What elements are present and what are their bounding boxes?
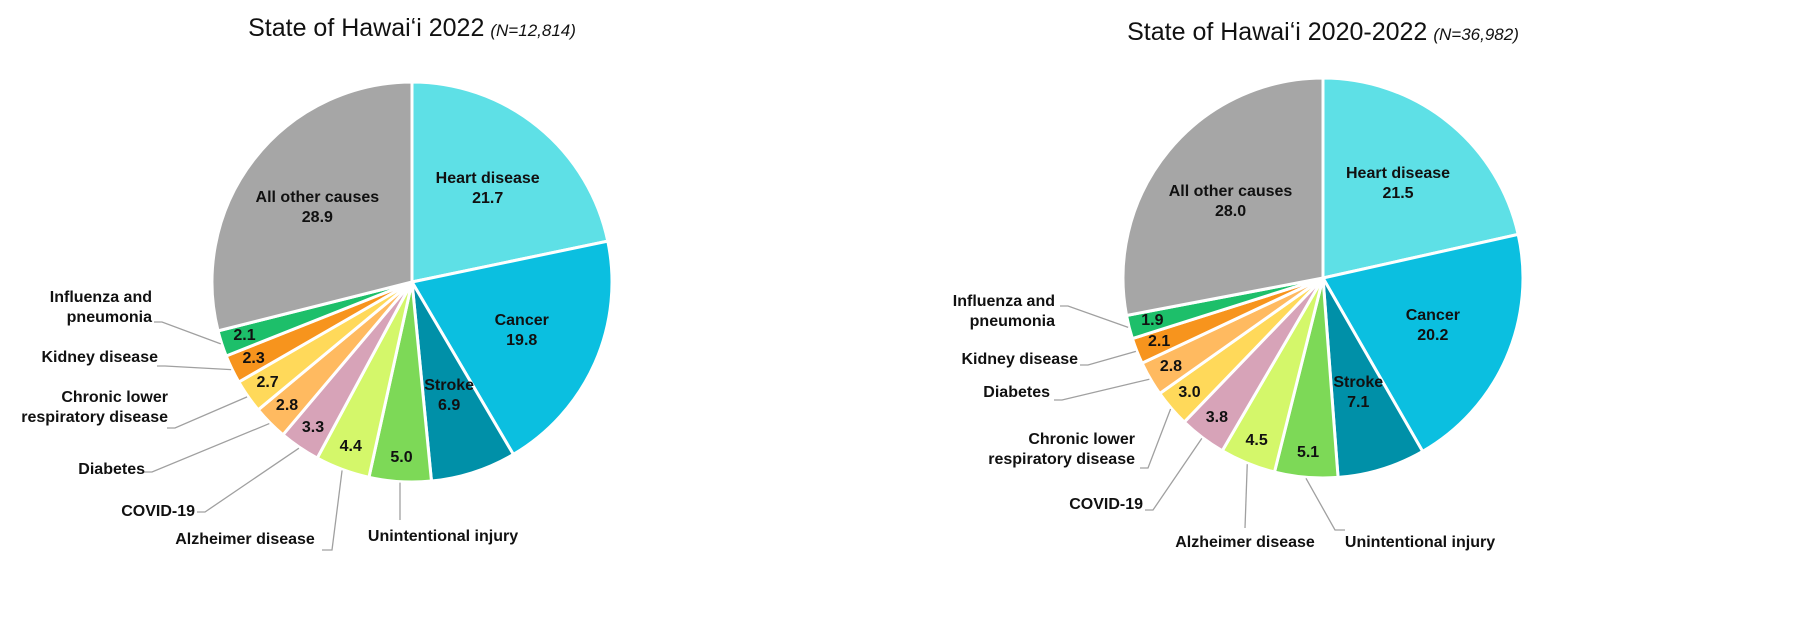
value-label: 28.9 (301, 209, 333, 227)
slice-label: All other causes 28.0 (1169, 182, 1293, 222)
value-label: 2.7 (256, 373, 279, 391)
value-label: 6.9 (437, 397, 461, 415)
value-label: 3.0 (1178, 383, 1201, 401)
value-label: 2.1 (233, 327, 256, 345)
value-label: 7.1 (1347, 393, 1370, 411)
pie-slice (1320, 232, 1525, 454)
slice-label: Stroke 7.1 (1333, 373, 1383, 413)
category-label: Influenza and pneumonia (952, 293, 1055, 330)
slice-label: Cancer 19.8 (495, 311, 549, 351)
value-label: 2.8 (1159, 357, 1183, 375)
leader-line (1080, 350, 1137, 366)
pie-slice (409, 239, 614, 457)
leader-line (154, 321, 221, 345)
category-label: Alzheimer disease (1175, 534, 1315, 551)
category-label: All other causes (255, 189, 380, 207)
value-label: 19.8 (506, 331, 538, 349)
leader-line (197, 447, 300, 513)
value-label: 2.8 (275, 396, 299, 414)
pie-slice (1321, 76, 1520, 280)
category-label: Stroke (424, 377, 475, 395)
category-label: All other causes (1168, 182, 1293, 200)
value-label: 21.5 (1382, 185, 1414, 203)
pie-slice (210, 80, 414, 333)
leader-line (1054, 378, 1150, 401)
value-label: 5.0 (390, 448, 413, 466)
leader-line (1244, 464, 1248, 529)
category-label: Stroke (1333, 373, 1384, 391)
category-label: Diabetes (78, 461, 145, 478)
value-label: 4.4 (339, 438, 362, 455)
chart-title: State of Hawaiʻi 2022 (N=12,814) (248, 14, 576, 43)
category-label: Kidney disease (41, 349, 159, 366)
leader-line (1140, 408, 1172, 469)
value-label: 2.1 (1148, 333, 1171, 351)
value-label: 3.8 (1205, 409, 1228, 427)
category-label: Kidney disease (961, 351, 1079, 368)
category-label: Influenza and pneumonia (49, 289, 152, 326)
value-label: 28.0 (1214, 202, 1247, 220)
leader-line (167, 396, 248, 429)
value-label: 1.9 (1141, 312, 1164, 330)
category-label: Heart disease (435, 169, 540, 187)
category-label: Diabetes (983, 384, 1050, 401)
value-label: 2.3 (242, 349, 265, 367)
category-label: Heart disease (1345, 165, 1451, 183)
leader-line (1305, 477, 1345, 531)
value-label: 5.1 (1296, 444, 1320, 462)
value-label: 3.3 (301, 418, 325, 436)
subtitle: (N=12,814) (490, 21, 576, 40)
category-label: Chronic lower respiratory disease (988, 431, 1135, 468)
category-label: Cancer (494, 311, 549, 329)
category-label: Unintentional injury (367, 528, 519, 545)
leader-line (322, 470, 343, 551)
slice-label: Stroke 6.9 (424, 376, 474, 416)
slice-label: All other causes 28.9 (256, 188, 380, 228)
value-label: 21.7 (472, 189, 504, 207)
category-label: COVID-19 (121, 503, 195, 520)
category-label: Cancer (1405, 307, 1460, 325)
pie-slice (410, 80, 610, 284)
value-label: 20.2 (1417, 327, 1449, 345)
value-label: 4.5 (1245, 432, 1268, 450)
category-label: COVID-19 (1069, 496, 1143, 513)
title-text: State of Hawaiʻi 2020-2022 (1127, 18, 1428, 46)
leader-line (157, 365, 232, 371)
chart-title: State of Hawaiʻi 2020-2022 (N=36,982) (1127, 18, 1519, 47)
title-text: State of Hawaiʻi 2022 (248, 14, 485, 42)
leader-line (144, 422, 270, 473)
slice-label: Heart disease 21.7 (436, 169, 540, 209)
slice-label: Heart disease 21.5 (1346, 164, 1450, 204)
category-label: Chronic lower respiratory disease (21, 389, 168, 426)
subtitle: (N=36,982) (1433, 25, 1519, 44)
slice-label: Cancer 20.2 (1406, 306, 1460, 346)
pie-slice (1121, 76, 1325, 318)
category-label: Alzheimer disease (175, 531, 315, 548)
leader-line (1060, 305, 1129, 328)
leader-line (1145, 437, 1203, 511)
category-label: Unintentional injury (1344, 534, 1496, 551)
